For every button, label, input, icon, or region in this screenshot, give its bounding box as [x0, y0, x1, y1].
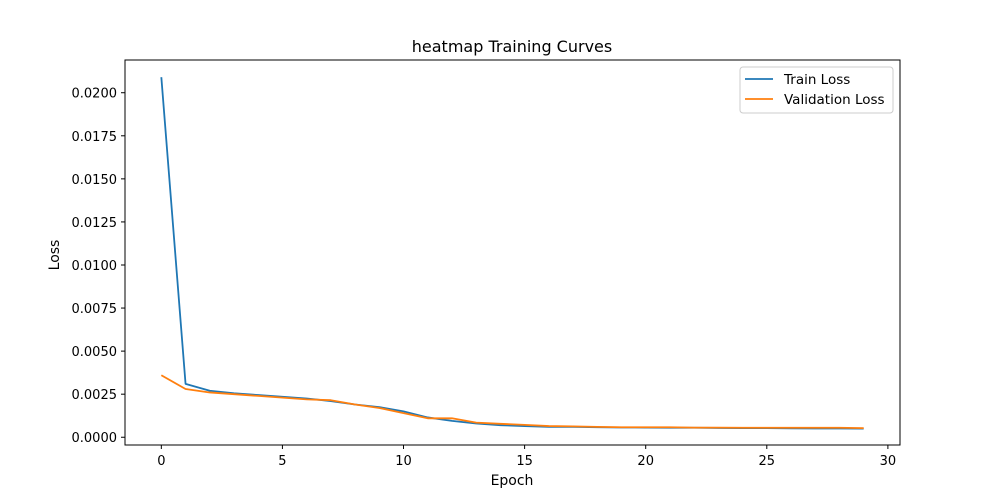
y-tick-label: 0.0125	[72, 216, 118, 231]
x-tick-label: 0	[157, 454, 165, 469]
y-tick-label: 0.0200	[72, 87, 118, 102]
x-tick-label: 10	[395, 454, 412, 469]
series-layer	[160, 77, 864, 430]
plot-frame	[124, 59, 901, 446]
y-tick-label: 0.0050	[72, 345, 118, 360]
legend-train-loss-label: Train Loss	[783, 72, 850, 88]
y-axis-label: Loss	[47, 240, 63, 271]
train-loss-line	[160, 77, 864, 430]
x-axis-label: Epoch	[491, 473, 534, 489]
x-tick-label: 20	[637, 454, 654, 469]
x-tick-label: 15	[516, 454, 533, 469]
chart-title: heatmap Training Curves	[412, 37, 612, 56]
x-tick-label: 25	[759, 454, 776, 469]
x-tick-label: 5	[278, 454, 286, 469]
legend-box	[739, 66, 894, 114]
y-tick-label: 0.0075	[72, 302, 118, 317]
validation-loss-line	[160, 374, 864, 430]
y-tick-label: 0.0175	[72, 130, 118, 145]
y-tick-label: 0.0025	[72, 388, 118, 403]
legend-validation-loss-label: Validation Loss	[784, 92, 885, 108]
y-tick-label: 0.0100	[72, 259, 118, 274]
x-tick-label: 30	[880, 454, 897, 469]
y-tick-label: 0.0000	[72, 431, 118, 446]
x-axis-ticks: 0 5 10 15 20 25 30	[157, 445, 896, 469]
y-axis-ticks: 0.0000 0.0025 0.0050 0.0075 0.0100 0.0125 0.01…	[72, 87, 125, 446]
legend: Train Loss Validation Loss	[739, 66, 894, 114]
y-tick-label: 0.0150	[72, 173, 118, 188]
